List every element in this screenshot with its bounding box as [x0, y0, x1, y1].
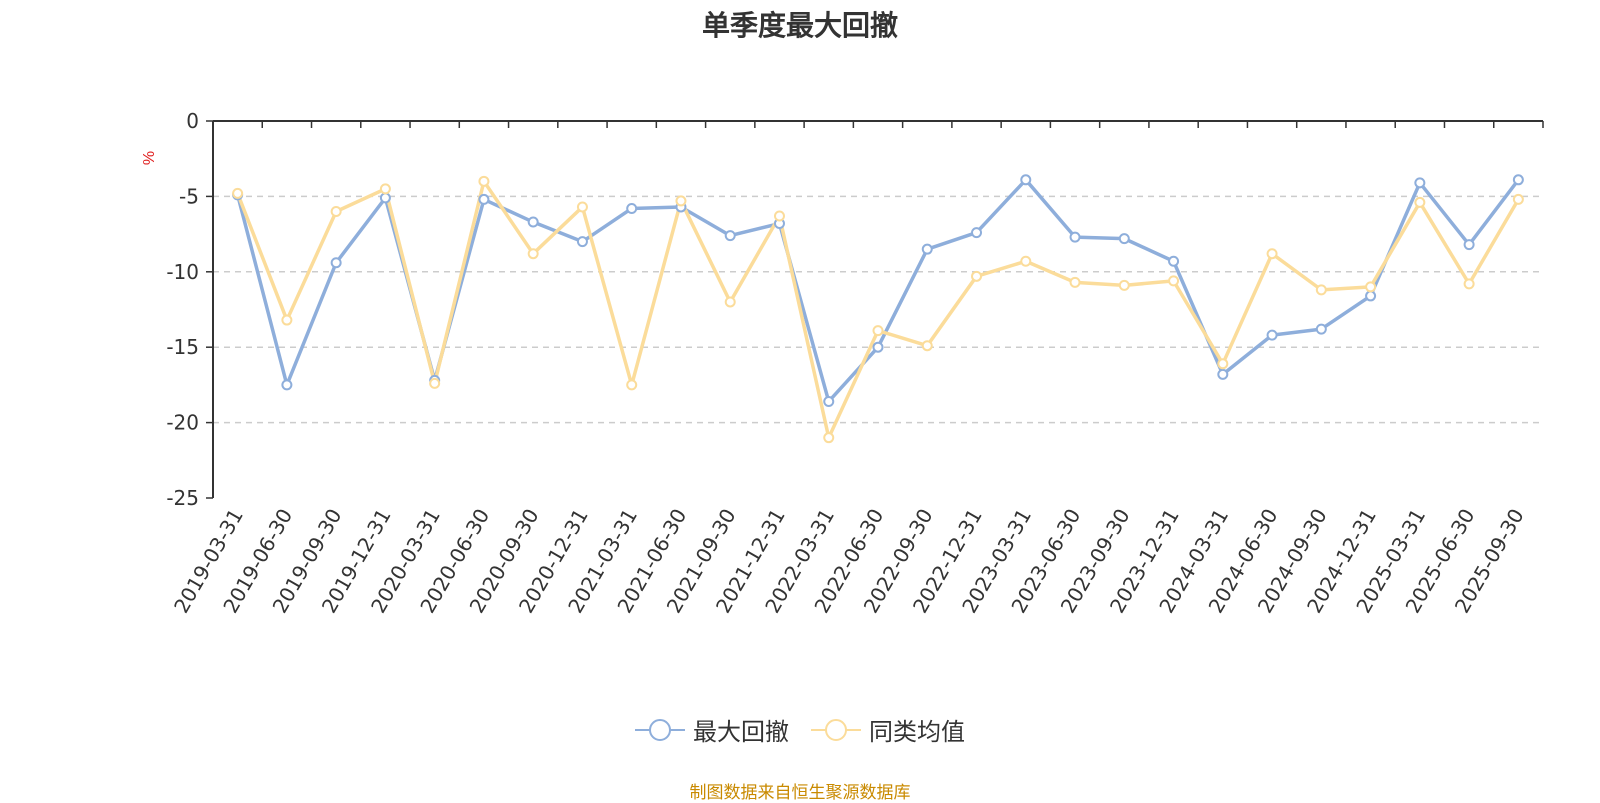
legend-label: 同类均值	[869, 718, 965, 746]
data-point-series-1[interactable]	[823, 432, 835, 444]
y-tick-label: -25	[166, 486, 199, 510]
y-tick-label: -15	[166, 335, 199, 359]
data-point-series-1[interactable]	[576, 201, 588, 213]
data-point-series-0[interactable]	[281, 379, 293, 391]
data-point-series-1[interactable]	[773, 210, 785, 222]
grid-lines	[213, 195, 1543, 424]
data-point-series-0[interactable]	[1168, 255, 1180, 267]
data-point-series-1[interactable]	[1266, 248, 1278, 260]
legend-label: 最大回撤	[693, 718, 789, 746]
data-point-series-1[interactable]	[1118, 279, 1130, 291]
data-point-series-1[interactable]	[626, 379, 638, 391]
data-point-series-1[interactable]	[675, 195, 687, 207]
data-point-series-0[interactable]	[971, 227, 983, 239]
data-point-series-0[interactable]	[1315, 323, 1327, 335]
legend[interactable]: 最大回撤 同类均值	[0, 712, 1600, 747]
data-point-series-1[interactable]	[872, 325, 884, 337]
series-lines	[232, 174, 1524, 444]
data-point-series-0[interactable]	[1512, 174, 1524, 186]
y-tick-label: -5	[179, 184, 199, 208]
data-point-series-1[interactable]	[1020, 255, 1032, 267]
data-point-series-0[interactable]	[1118, 233, 1130, 245]
data-point-series-0[interactable]	[626, 202, 638, 214]
legend-item-peer-average[interactable]: 同类均值	[811, 712, 965, 747]
data-point-series-1[interactable]	[724, 296, 736, 308]
data-point-series-0[interactable]	[724, 230, 736, 242]
data-point-series-1[interactable]	[1315, 284, 1327, 296]
data-point-series-0[interactable]	[1463, 239, 1475, 251]
legend-line-circle-icon	[811, 718, 861, 741]
data-point-series-0[interactable]	[1069, 231, 1081, 243]
data-point-series-1[interactable]	[1168, 275, 1180, 287]
data-point-series-0[interactable]	[872, 341, 884, 353]
data-point-series-1[interactable]	[232, 187, 244, 199]
data-point-series-1[interactable]	[1512, 193, 1524, 205]
data-point-series-1[interactable]	[330, 205, 342, 217]
data-point-series-0[interactable]	[921, 243, 933, 255]
data-point-series-0[interactable]	[823, 395, 835, 407]
data-point-series-1[interactable]	[1217, 358, 1229, 370]
y-tick-label: -10	[166, 260, 199, 284]
chart-title: 单季度最大回撤	[701, 9, 898, 42]
legend-item-max-drawdown[interactable]: 最大回撤	[635, 712, 789, 747]
data-point-series-1[interactable]	[1069, 276, 1081, 288]
line-chart: % 0-5-10-15-20-252019-03-312019-06-30201…	[141, 109, 1544, 617]
y-tick-label: -20	[166, 411, 199, 435]
data-point-series-0[interactable]	[527, 216, 539, 228]
legend-line-circle-icon	[635, 718, 685, 741]
data-point-series-1[interactable]	[1365, 281, 1377, 293]
data-point-series-0[interactable]	[1020, 174, 1032, 186]
data-point-series-1[interactable]	[971, 270, 983, 282]
data-point-series-1[interactable]	[921, 340, 933, 352]
data-point-series-1[interactable]	[478, 175, 490, 187]
data-point-series-0[interactable]	[1414, 177, 1426, 189]
data-point-series-1[interactable]	[379, 183, 391, 195]
data-point-series-0[interactable]	[330, 257, 342, 269]
y-tick-label: 0	[186, 109, 199, 133]
axes: 0-5-10-15-20-252019-03-312019-06-302019-…	[166, 109, 1544, 617]
data-point-series-0[interactable]	[1266, 329, 1278, 341]
series-line-1	[235, 179, 1520, 440]
data-point-series-1[interactable]	[1463, 278, 1475, 290]
data-point-series-0[interactable]	[1217, 368, 1229, 380]
data-point-series-1[interactable]	[527, 248, 539, 260]
data-point-series-0[interactable]	[1365, 290, 1377, 302]
data-point-series-1[interactable]	[281, 314, 293, 326]
data-point-series-0[interactable]	[379, 192, 391, 204]
data-point-series-0[interactable]	[576, 236, 588, 248]
data-point-series-1[interactable]	[1414, 196, 1426, 208]
source-note: 制图数据来自恒生聚源数据库	[689, 783, 911, 803]
data-point-series-0[interactable]	[478, 193, 490, 205]
data-point-series-1[interactable]	[429, 377, 441, 389]
y-axis-label: %	[141, 151, 158, 165]
